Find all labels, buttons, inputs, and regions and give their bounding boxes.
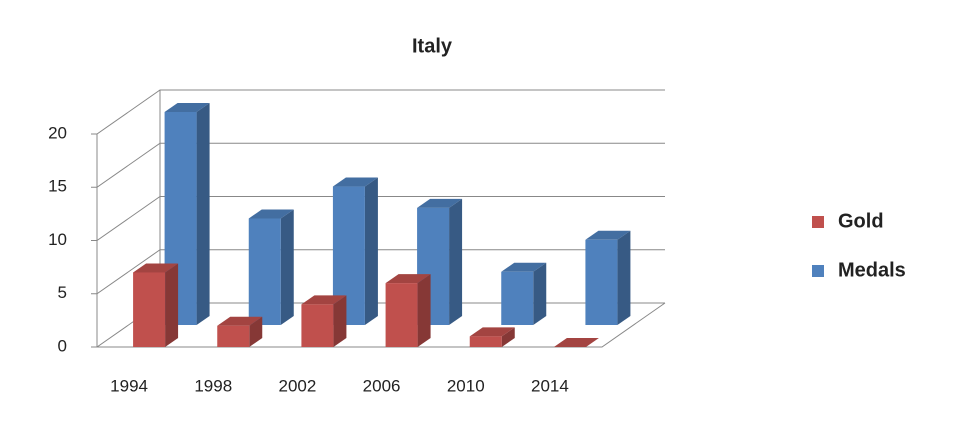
bar (217, 316, 263, 347)
x-tick-label: 2014 (531, 376, 569, 395)
bar-front (501, 271, 534, 325)
bar-top (385, 274, 431, 284)
x-tick-label: 2006 (363, 376, 401, 395)
grid-line (91, 142, 665, 188)
legend-label: Medals (838, 259, 906, 281)
bar-side (501, 327, 515, 347)
bar-top (501, 262, 547, 272)
chart-title: Italy (412, 35, 453, 57)
y-tick-label: 0 (58, 336, 67, 355)
bar (501, 262, 547, 325)
bar (301, 295, 347, 347)
bar-front (217, 325, 250, 347)
bar-top (332, 177, 378, 187)
bar-side (417, 274, 431, 347)
grid-line (91, 89, 665, 135)
bar-top (248, 209, 294, 219)
legend-label: Gold (838, 210, 884, 232)
bar-top (164, 103, 210, 112)
bar-front (385, 283, 418, 347)
bar-front (301, 304, 334, 347)
bar (248, 209, 294, 325)
bar-side (249, 316, 263, 347)
bar (585, 230, 631, 325)
bar-top (469, 327, 515, 337)
bar-front (585, 239, 618, 325)
bar (332, 177, 378, 325)
bar-side (533, 262, 547, 325)
bar-top (301, 295, 347, 305)
y-tick-label: 20 (48, 123, 67, 142)
x-tick-label: 1994 (110, 376, 148, 395)
bar-top (133, 263, 179, 273)
bar-top (585, 230, 631, 240)
bar-top (417, 198, 463, 208)
bar-front (469, 336, 502, 347)
y-tick-label: 15 (48, 177, 67, 196)
bar-side (364, 177, 378, 325)
bar (133, 263, 179, 347)
legend-swatch (812, 216, 824, 228)
bar (469, 327, 515, 347)
bar-side (280, 209, 294, 325)
x-tick-label: 1998 (194, 376, 232, 395)
bar-side (617, 230, 631, 325)
bar (385, 274, 431, 347)
bar-top (553, 338, 599, 347)
bar-front (248, 218, 281, 325)
x-tick-label: 2002 (279, 376, 317, 395)
bar-front (133, 272, 166, 347)
bar (553, 338, 599, 347)
grid-line (91, 249, 665, 295)
bar-top (217, 316, 263, 326)
x-tick-label: 2010 (447, 376, 485, 395)
bar-side (165, 263, 179, 347)
legend-swatch (812, 265, 824, 277)
y-tick-label: 10 (48, 230, 67, 249)
grid-line (91, 196, 665, 241)
bar (417, 198, 463, 325)
bar-side (449, 198, 463, 325)
bar-side (196, 103, 210, 325)
bar-side (333, 295, 347, 347)
y-tick-label: 5 (58, 283, 67, 302)
